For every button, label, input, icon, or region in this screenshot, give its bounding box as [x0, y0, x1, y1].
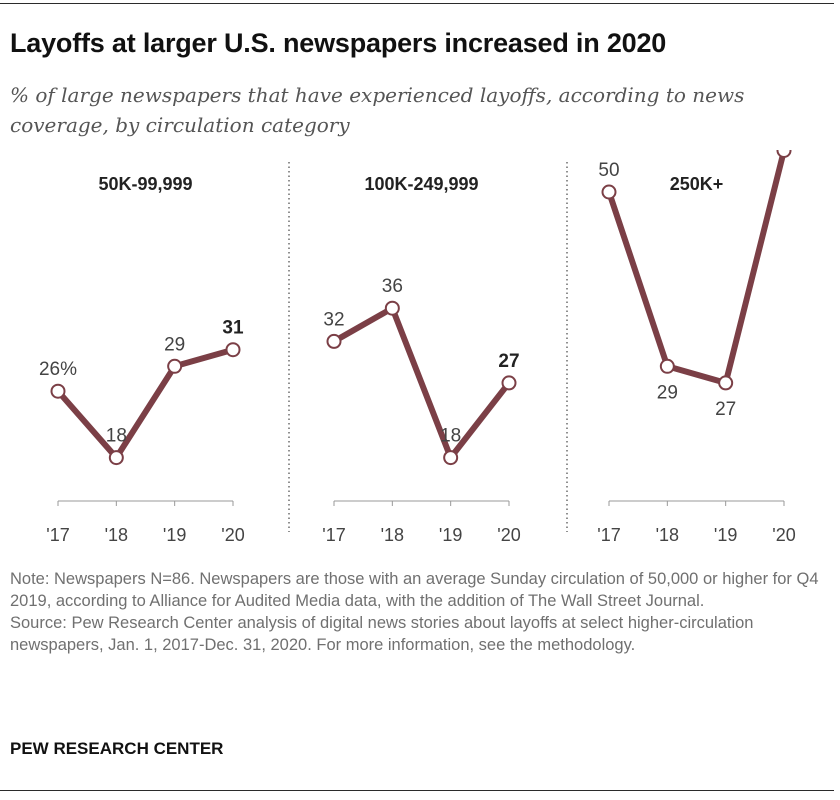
data-label: 27	[498, 351, 519, 372]
data-point	[108, 450, 124, 466]
panel-title: 50K-99,999	[98, 174, 192, 194]
data-label: 26%	[39, 359, 77, 380]
panel-title: 100K-249,999	[364, 174, 478, 194]
x-tick-label: '17	[46, 525, 69, 545]
x-tick-label: '17	[597, 525, 620, 545]
x-tick-label: '19	[163, 525, 186, 545]
x-tick-label: '20	[772, 525, 795, 545]
data-point	[776, 150, 792, 158]
data-label: 32	[323, 309, 344, 330]
data-point	[326, 333, 342, 349]
x-tick-label: '18	[656, 525, 679, 545]
top-rule	[0, 3, 834, 4]
x-tick-label: '17	[322, 525, 345, 545]
data-label: 18	[106, 426, 127, 447]
note-text: Note: Newspapers N=86. Newspapers are th…	[10, 570, 819, 610]
data-label: 27	[715, 399, 736, 420]
x-tick-label: '20	[497, 525, 520, 545]
x-tick-label: '18	[105, 525, 128, 545]
data-label: 50	[598, 160, 619, 181]
chart-title: Layoffs at larger U.S. newspapers increa…	[10, 28, 667, 58]
data-label: 36	[382, 276, 403, 297]
data-point	[501, 375, 517, 391]
data-point	[601, 184, 617, 200]
line-chart: 50K-99,999 '17 '18 '19 '20 26% 18 29 31 100K-249,…	[39, 150, 796, 545]
data-point	[718, 375, 734, 391]
panel-title: 250K+	[670, 174, 724, 194]
chart-subtitle: % of large newspapers that have experien…	[10, 83, 745, 137]
x-tick-label: '19	[439, 525, 462, 545]
notes: Note: Newspapers N=86. Newspapers are th…	[10, 568, 830, 656]
data-point	[443, 450, 459, 466]
data-point	[50, 383, 66, 399]
data-label: 18	[440, 426, 461, 447]
x-tick-label: '20	[221, 525, 244, 545]
data-point	[225, 342, 241, 358]
data-point	[659, 358, 675, 374]
series-line	[331, 305, 512, 461]
data-label: 29	[657, 382, 678, 403]
data-label: 29	[164, 334, 185, 355]
credit-logo-text: PEW RESEARCH CENTER	[10, 739, 224, 758]
x-tick-label: '18	[381, 525, 404, 545]
data-label: 31	[222, 318, 244, 339]
x-tick-label: '19	[714, 525, 737, 545]
data-point	[167, 358, 183, 374]
bottom-rule	[0, 790, 834, 791]
data-point	[384, 300, 400, 316]
series-line	[55, 346, 236, 461]
series-line	[606, 150, 787, 386]
source-text: Source: Pew Research Center analysis of …	[10, 614, 754, 654]
